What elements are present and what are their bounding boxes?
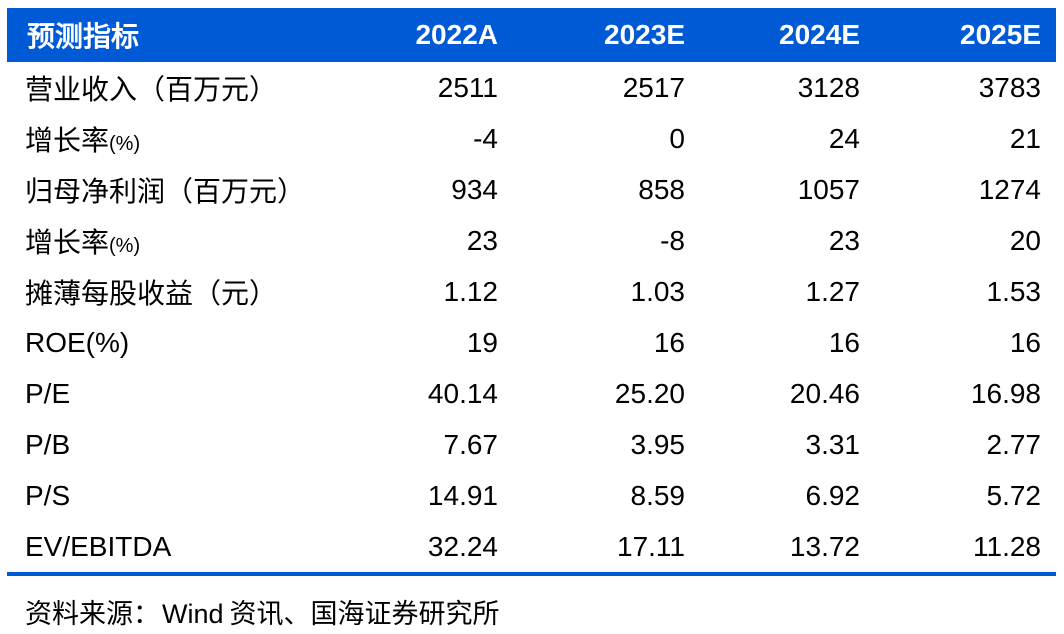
cell-value: 16 [700, 317, 875, 368]
source-note: 资料来源：Wind 资讯、国海证券研究所 [25, 592, 500, 631]
row-label: 归母净利润（百万元） [7, 164, 313, 215]
cell-value: 13.72 [700, 521, 875, 574]
cell-value: 3128 [700, 62, 875, 113]
row-label-text: 归母净利润（百万元） [25, 176, 306, 208]
header-metric-label: 预测指标 [7, 8, 313, 62]
cell-value: 8.59 [513, 470, 700, 521]
table-header-row: 预测指标 2022A 2023E 2024E 2025E [7, 8, 1056, 62]
cell-value: -4 [313, 113, 513, 164]
table-row: ROE(%) 19 16 16 16 [7, 317, 1056, 368]
cell-value: 5.72 [875, 470, 1056, 521]
cell-value: 19 [313, 317, 513, 368]
row-label: P/E [7, 368, 313, 419]
row-label: ROE(%) [7, 317, 313, 368]
cell-value: 1.12 [313, 266, 513, 317]
source-note-brand: Wind [162, 599, 224, 629]
cell-value: 3.31 [700, 419, 875, 470]
cell-value: 858 [513, 164, 700, 215]
row-label: 营业收入（百万元） [7, 62, 313, 113]
header-year-2023e: 2023E [513, 8, 700, 62]
row-label: 增长率(%) [7, 113, 313, 164]
cell-value: -8 [513, 215, 700, 266]
cell-value: 2517 [513, 62, 700, 113]
cell-value: 1057 [700, 164, 875, 215]
cell-value: 20 [875, 215, 1056, 266]
cell-value: 1.27 [700, 266, 875, 317]
forecast-table: 预测指标 2022A 2023E 2024E 2025E 营业收入（百万元） 2… [7, 8, 1056, 576]
header-year-2022a: 2022A [313, 8, 513, 62]
cell-value: 1274 [875, 164, 1056, 215]
cell-value: 23 [313, 215, 513, 266]
row-label-unit: (%) [109, 234, 141, 257]
row-label-text: 摊薄每股收益（元） [25, 278, 278, 310]
cell-value: 20.46 [700, 368, 875, 419]
cell-value: 23 [700, 215, 875, 266]
cell-value: 1.03 [513, 266, 700, 317]
row-label: P/S [7, 470, 313, 521]
cell-value: 21 [875, 113, 1056, 164]
cell-value: 2.77 [875, 419, 1056, 470]
cell-value: 16 [875, 317, 1056, 368]
cell-value: 6.92 [700, 470, 875, 521]
row-label: 摊薄每股收益（元） [7, 266, 313, 317]
row-label-text: 营业收入（百万元） [25, 74, 278, 106]
cell-value: 934 [313, 164, 513, 215]
table-row: 增长率(%) -4 0 24 21 [7, 113, 1056, 164]
cell-value: 3783 [875, 62, 1056, 113]
row-label-unit: (%) [109, 132, 141, 155]
row-label: 增长率(%) [7, 215, 313, 266]
row-label-text: 增长率 [25, 125, 110, 157]
cell-value: 11.28 [875, 521, 1056, 574]
cell-value: 17.11 [513, 521, 700, 574]
cell-value: 0 [513, 113, 700, 164]
cell-value: 7.67 [313, 419, 513, 470]
cell-value: 24 [700, 113, 875, 164]
cell-value: 16.98 [875, 368, 1056, 419]
cell-value: 2511 [313, 62, 513, 113]
cell-value: 14.91 [313, 470, 513, 521]
row-label: EV/EBITDA [7, 521, 313, 574]
cell-value: 1.53 [875, 266, 1056, 317]
row-label: P/B [7, 419, 313, 470]
cell-value: 32.24 [313, 521, 513, 574]
table-row: 归母净利润（百万元） 934 858 1057 1274 [7, 164, 1056, 215]
table-row: P/E 40.14 25.20 20.46 16.98 [7, 368, 1056, 419]
cell-value: 40.14 [313, 368, 513, 419]
source-note-suffix: 资讯、国海证券研究所 [229, 599, 500, 629]
header-year-2025e: 2025E [875, 8, 1056, 62]
cell-value: 16 [513, 317, 700, 368]
header-year-2024e: 2024E [700, 8, 875, 62]
cell-value: 25.20 [513, 368, 700, 419]
table-row: P/B 7.67 3.95 3.31 2.77 [7, 419, 1056, 470]
table-row: 营业收入（百万元） 2511 2517 3128 3783 [7, 62, 1056, 113]
source-note-prefix: 资料来源： [25, 599, 160, 629]
table-row: 摊薄每股收益（元） 1.12 1.03 1.27 1.53 [7, 266, 1056, 317]
table-row: EV/EBITDA 32.24 17.11 13.72 11.28 [7, 521, 1056, 574]
cell-value: 3.95 [513, 419, 700, 470]
row-label-text: 增长率 [25, 227, 110, 259]
table-row: P/S 14.91 8.59 6.92 5.72 [7, 470, 1056, 521]
table-row: 增长率(%) 23 -8 23 20 [7, 215, 1056, 266]
